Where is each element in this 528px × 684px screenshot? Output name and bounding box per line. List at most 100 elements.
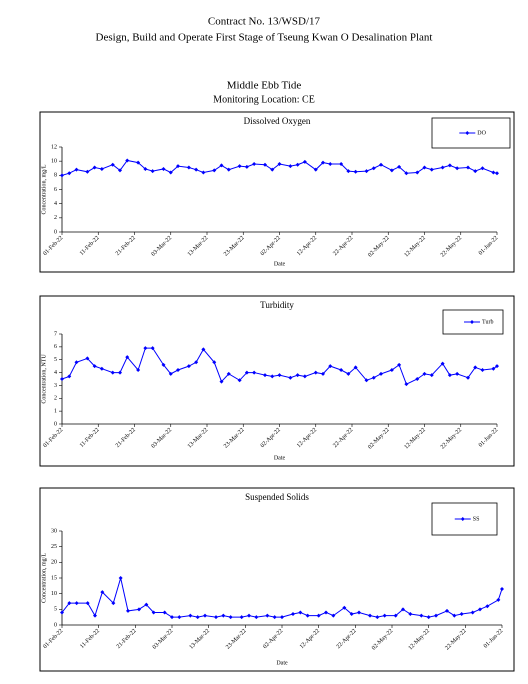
x-tick-label: 02-May-22 (367, 427, 390, 450)
data-point (277, 162, 282, 166)
data-point (252, 370, 257, 375)
y-tick-label: 0 (54, 622, 57, 628)
data-point (291, 612, 295, 617)
y-tick-label: 12 (51, 144, 57, 150)
data-point (455, 166, 460, 171)
data-point (254, 615, 259, 620)
data-point (247, 613, 251, 618)
data-point (252, 162, 257, 166)
x-tick-label: 12-Apr-22 (299, 628, 321, 650)
data-point (110, 370, 115, 375)
data-point (288, 375, 293, 380)
data-point (500, 586, 504, 591)
data-point (305, 613, 310, 618)
data-point (339, 368, 344, 372)
data-point (408, 612, 413, 617)
data-point (313, 167, 318, 172)
data-point (277, 373, 282, 378)
chart-title: Turbidity (260, 300, 294, 310)
x-tick-label: 02-Apr-22 (260, 427, 282, 449)
data-point (346, 169, 351, 174)
data-point (270, 374, 275, 379)
x-tick-label: 02-Apr-22 (262, 628, 284, 650)
x-tick-label: 22-May-22 (440, 235, 463, 258)
data-point (379, 162, 383, 167)
x-tick-label: 11-Feb-22 (79, 628, 101, 650)
y-axis-title: Concentration, NTU (41, 354, 47, 404)
data-point (60, 173, 64, 178)
data-point (161, 362, 166, 367)
data-point (382, 613, 387, 618)
data-point (480, 166, 485, 171)
data-point (168, 170, 173, 175)
y-axis-title: Concentration, mg/L (41, 553, 47, 603)
x-tick-label: 02-Apr-22 (260, 235, 282, 257)
chart-title: Dissolved Oxygen (244, 116, 311, 126)
data-point (452, 613, 457, 618)
x-tick-label: 03-Mar-22 (151, 427, 174, 450)
data-point (280, 615, 284, 620)
data-point (195, 615, 200, 620)
data-point (447, 163, 452, 168)
data-point (339, 162, 344, 166)
data-point (150, 169, 155, 174)
data-point (212, 168, 217, 173)
data-point (67, 601, 72, 606)
data-point (99, 366, 104, 371)
data-point (459, 612, 464, 617)
x-tick-label: 01-Jun-22 (478, 235, 499, 256)
y-tick-label: 6 (54, 344, 57, 350)
data-point (203, 613, 207, 618)
data-point (353, 365, 358, 370)
data-point (324, 610, 328, 615)
legend-marker (465, 131, 470, 135)
x-tick-label: 03-Mar-22 (151, 235, 174, 258)
y-tick-label: 20 (51, 560, 57, 566)
data-point (170, 615, 174, 620)
data-point (67, 171, 72, 176)
data-point (368, 613, 372, 618)
y-tick-label: 25 (51, 544, 57, 550)
data-point (371, 166, 376, 171)
x-tick-label: 11-Feb-22 (79, 235, 101, 257)
data-point (270, 167, 275, 172)
data-point (397, 362, 402, 367)
data-point (161, 166, 166, 171)
data-point (389, 368, 394, 372)
legend-box (431, 117, 511, 149)
data-point (328, 364, 333, 369)
data-point (485, 604, 490, 609)
data-point (74, 167, 79, 172)
x-tick-label: 12-May-22 (408, 628, 431, 651)
data-point (288, 164, 293, 169)
data-point (328, 162, 333, 166)
x-tick-label: 11-Feb-22 (79, 427, 101, 449)
data-point (415, 170, 420, 175)
data-point (371, 375, 376, 380)
x-tick-label: 02-May-22 (367, 235, 390, 258)
x-tick-label: 21-Feb-22 (115, 427, 137, 449)
data-point (194, 167, 199, 172)
chart-frame (39, 487, 515, 672)
data-point (85, 356, 90, 361)
data-point (221, 613, 226, 618)
data-point (136, 160, 141, 165)
y-tick-label: 0 (54, 421, 57, 427)
data-point (214, 615, 218, 620)
data-point (162, 610, 167, 615)
data-point (346, 371, 351, 376)
data-point (265, 613, 270, 618)
data-point (496, 597, 501, 602)
x-tick-label: 22-Apr-22 (332, 235, 354, 257)
y-tick-label: 7 (54, 331, 57, 337)
x-tick-label: 23-Mar-22 (223, 235, 246, 258)
data-point (364, 169, 369, 174)
x-tick-label: 22-May-22 (444, 628, 467, 651)
data-point (272, 615, 277, 620)
data-point (110, 162, 115, 167)
data-point (74, 601, 79, 606)
data-point (426, 615, 431, 620)
data-point (393, 613, 398, 618)
data-point (237, 164, 242, 169)
x-axis-title: Date (276, 660, 288, 666)
